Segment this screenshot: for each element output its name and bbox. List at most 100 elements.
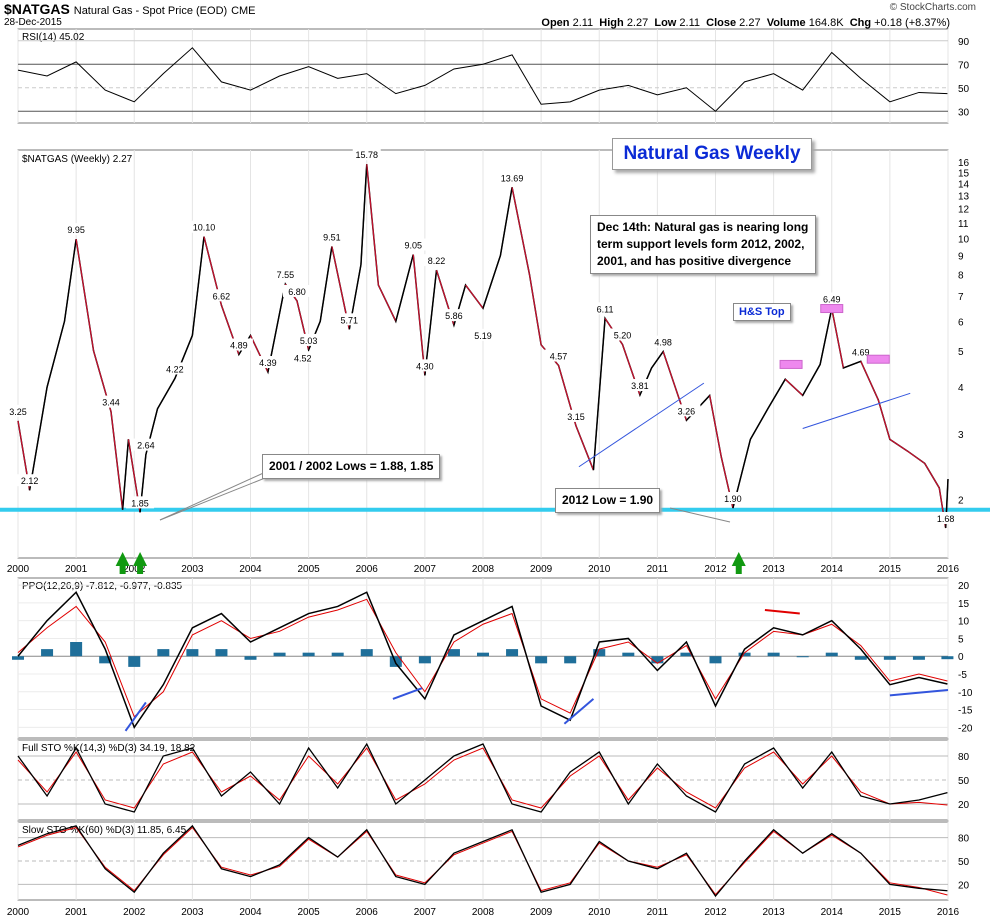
callout-line-2001 (159, 469, 271, 521)
low-2012-note: 2012 Low = 1.90 (555, 488, 661, 513)
price-tick-label: 16 (958, 158, 970, 169)
price-label-bg (190, 220, 218, 233)
price-segment (122, 439, 130, 510)
ppo-histogram-bar (186, 649, 199, 657)
ppo-bearish-line (764, 609, 800, 615)
price-label: 3.25 (9, 407, 27, 417)
bottom-x-tick-label: 2014 (821, 907, 844, 918)
ppo-histogram-bar (70, 642, 83, 657)
price-label-bg (562, 409, 590, 422)
price-label: 3.15 (567, 412, 585, 422)
ppo-histogram-bar (506, 649, 519, 657)
x-tick-label: 2014 (821, 564, 844, 575)
bottom-x-tick-label: 2000 (7, 907, 30, 918)
price-label: 4.22 (166, 364, 184, 374)
ppo-histogram-bar (331, 652, 344, 657)
rsi-tick-label: 30 (958, 107, 970, 118)
full-sto-k-line (17, 742, 948, 813)
bottom-x-tick-label: 2002 (123, 907, 146, 918)
ppo-histogram-bar (360, 649, 373, 657)
bottom-x-tick-label: 2008 (472, 907, 495, 918)
price-label: 6.49 (823, 295, 841, 305)
price-tick-label: 10 (958, 234, 970, 245)
ppo-divergence-line (563, 698, 595, 725)
brand-label: © StockCharts.com (889, 2, 976, 13)
ppo-divergence-line (889, 689, 949, 697)
ppo-histogram-bar (215, 649, 228, 657)
price-segment (511, 187, 531, 275)
ppo-histogram-bar (883, 656, 896, 660)
price-tick-label: 4 (958, 383, 964, 394)
ppo-tick-label: -10 (958, 688, 973, 699)
ppo-divergence-line (124, 701, 147, 732)
price-label: 9.95 (67, 225, 85, 235)
price-tick-label: 15 (958, 168, 970, 179)
buy-arrow-icon (115, 552, 130, 566)
price-label: 1.85 (131, 498, 149, 508)
ppo-histogram-bar (41, 649, 54, 657)
price-label-bg (931, 512, 960, 524)
price-segment (843, 360, 862, 369)
x-tick-label: 2006 (356, 564, 379, 575)
symbol-title: $NATGAS Natural Gas - Spot Price (EOD) C… (4, 1, 256, 17)
ohlc-readout: Open 2.11 High 2.27 Low 2.11 Close 2.27 … (541, 17, 950, 29)
price-label: 4.30 (416, 361, 434, 371)
x-tick-label: 2008 (472, 564, 495, 575)
bottom-x-tick-label: 2004 (239, 907, 262, 918)
price-segment (784, 378, 804, 396)
x-tick-label: 2012 (704, 564, 727, 575)
price-tick-label: 9 (958, 251, 964, 262)
bottom-x-tick-label: 2005 (298, 907, 321, 918)
price-label: 3.81 (631, 381, 649, 391)
ppo-title: PPO(12,26,9) -7.812, -6.977, -0.835 (22, 581, 183, 592)
ppo-tick-label: 5 (958, 634, 964, 645)
price-tick-label: 12 (958, 205, 970, 216)
price-label-bg (817, 292, 846, 305)
bottom-x-tick-label: 2015 (879, 907, 902, 918)
price-label-bg (207, 289, 236, 302)
ppo-tick-label: -20 (958, 723, 973, 734)
price-segment (319, 246, 333, 322)
ppo-histogram-bar (244, 656, 257, 660)
callout-line-2012 (669, 507, 731, 523)
ppo-histogram-bar (651, 656, 664, 664)
price-label-bg (399, 238, 428, 251)
buy-arrow-stem (137, 566, 144, 574)
price-label-bg (271, 267, 300, 280)
x-tick-label: 2013 (763, 564, 786, 575)
slow-sto-tick-label: 50 (958, 857, 970, 868)
price-segment (29, 387, 48, 491)
price-label: 5.71 (341, 315, 359, 325)
x-tick-label: 2010 (588, 564, 611, 575)
bottom-x-tick-label: 2010 (588, 907, 611, 918)
price-segment (191, 236, 205, 336)
price-label-bg (608, 328, 637, 341)
price-segment (749, 408, 769, 440)
bottom-x-tick-label: 2013 (763, 907, 786, 918)
price-segment (465, 284, 484, 309)
price-label: 9.05 (404, 241, 422, 251)
price-label: 5.03 (300, 336, 318, 346)
x-tick-label: 2011 (647, 564, 669, 575)
price-label: 2.64 (137, 441, 155, 451)
buy-arrow-icon (133, 552, 148, 566)
price-label: 13.69 (501, 173, 524, 183)
hs-top-label: H&S Top (733, 303, 791, 321)
ppo-histogram-bar (157, 649, 170, 657)
price-label: 6.62 (213, 291, 231, 301)
price-segment (156, 378, 176, 410)
price-label-bg (131, 438, 160, 451)
price-segment (889, 438, 908, 452)
price-segment (651, 351, 664, 369)
price-label-bg (846, 345, 875, 358)
price-label: 4.52 (294, 353, 312, 363)
price-segment (802, 364, 821, 396)
price-label-bg (224, 338, 253, 351)
rsi-tick-label: 50 (958, 84, 970, 95)
ppo-histogram-bar (477, 652, 489, 657)
hs-shoulder-box (779, 359, 803, 369)
price-segment (906, 450, 926, 464)
lows-2001-2002-note: 2001 / 2002 Lows = 1.88, 1.85 (262, 454, 441, 479)
ppo-tick-label: 0 (958, 652, 964, 663)
price-tick-label: 3 (958, 430, 964, 441)
